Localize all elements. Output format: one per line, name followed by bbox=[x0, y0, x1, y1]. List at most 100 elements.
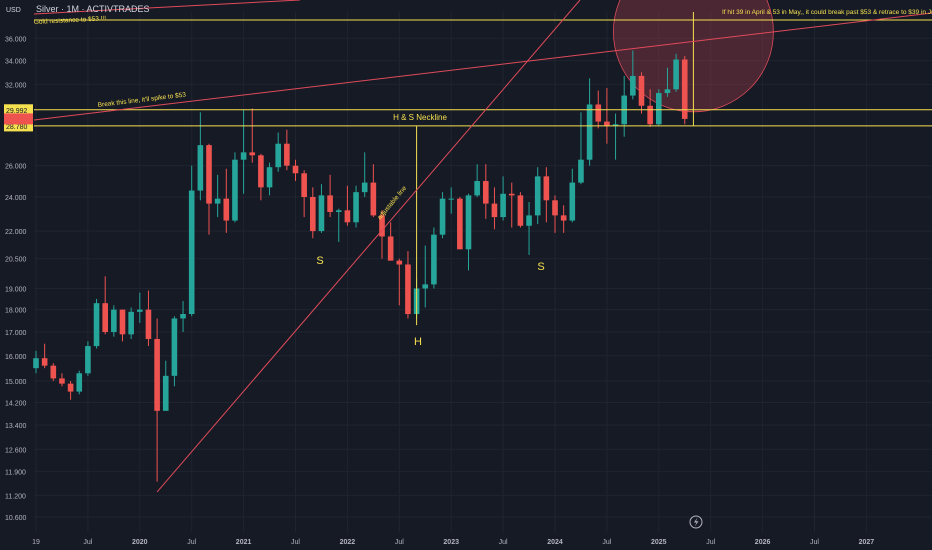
y-tick-label: 34.000 bbox=[5, 59, 27, 66]
candle-body bbox=[465, 195, 472, 250]
candle-body bbox=[33, 358, 39, 369]
candle-body bbox=[180, 314, 186, 319]
break-line-label: Break this line, it'll spike to $53 bbox=[97, 91, 186, 108]
y-tick-label: 36.000 bbox=[5, 36, 27, 43]
y-tick-label: 26.000 bbox=[5, 164, 27, 171]
candle-body bbox=[422, 284, 429, 289]
gold-resistance-label: Gold resistance to $53 !!! bbox=[34, 15, 107, 26]
y-tick-label: 16.000 bbox=[5, 354, 27, 361]
flash-icon[interactable] bbox=[689, 515, 703, 529]
x-tick-label: Jul bbox=[602, 539, 611, 546]
candle-body bbox=[145, 309, 152, 339]
candle-body bbox=[266, 167, 273, 188]
candle-body bbox=[448, 198, 454, 200]
y-tick-label: 22.000 bbox=[5, 229, 27, 236]
candle-body bbox=[491, 203, 498, 218]
candle-body bbox=[630, 75, 636, 96]
candle-body bbox=[258, 155, 264, 188]
candle-body bbox=[379, 215, 385, 237]
drawings-front: Gold resistance to $53 !!! Break this lin… bbox=[33, 0, 932, 493]
candle-body bbox=[604, 121, 610, 126]
candle-body bbox=[361, 182, 368, 193]
candle-body bbox=[85, 346, 91, 374]
candle-body bbox=[162, 375, 169, 411]
candle-body bbox=[137, 309, 143, 312]
candle-body bbox=[638, 75, 645, 106]
last-price-box bbox=[4, 113, 33, 125]
price-label-text: 28.780 bbox=[6, 124, 28, 131]
candle-body bbox=[292, 165, 299, 174]
y-tick-label: 19.000 bbox=[5, 286, 27, 293]
breakout-trendline bbox=[33, 12, 932, 121]
candles bbox=[33, 50, 688, 482]
price-label-box bbox=[4, 120, 33, 132]
candle-body bbox=[344, 210, 351, 223]
candle-body bbox=[586, 104, 593, 160]
x-tick-label: 2027 bbox=[859, 539, 875, 546]
candle-body bbox=[59, 378, 65, 384]
x-tick-label: Jul bbox=[499, 539, 508, 546]
y-tick-label: 32.000 bbox=[5, 82, 27, 89]
candle-body bbox=[405, 264, 411, 315]
pattern-right-shoulder: S bbox=[537, 261, 544, 273]
candle-body bbox=[223, 198, 230, 221]
x-tick-label: 2026 bbox=[755, 539, 771, 546]
candle-body bbox=[560, 215, 567, 221]
candle-body bbox=[517, 195, 524, 226]
candle-body bbox=[275, 143, 281, 168]
candle-body bbox=[353, 192, 359, 223]
candle-body bbox=[569, 182, 576, 221]
candle-body bbox=[647, 105, 653, 125]
candle-body bbox=[128, 311, 134, 335]
candle-body bbox=[41, 358, 48, 366]
candle-body bbox=[154, 338, 160, 411]
flash-icon-ring bbox=[689, 515, 703, 529]
candle-body bbox=[474, 181, 480, 196]
x-tick-label: Jul bbox=[291, 539, 300, 546]
y-tick-label: 11.900 bbox=[5, 470, 26, 477]
y-tick-label: 17.000 bbox=[5, 330, 27, 337]
candle-body bbox=[526, 215, 532, 226]
y-tick-label: 13.400 bbox=[5, 423, 27, 430]
price-label-text: 29.992 bbox=[6, 108, 28, 115]
y-tick-label: 12.600 bbox=[5, 447, 27, 454]
candle-body bbox=[552, 200, 558, 216]
candle-body bbox=[318, 195, 325, 232]
x-tick-label: Jul bbox=[187, 539, 196, 546]
price-axis: 10.600 11.200 11.900 12.600 13.400 14.200 15.0… bbox=[4, 36, 33, 522]
price-label-box bbox=[4, 104, 33, 116]
candle-body bbox=[673, 59, 679, 90]
candle-body bbox=[249, 152, 256, 156]
x-tick-label: 2025 bbox=[651, 539, 667, 546]
candle-body bbox=[370, 182, 377, 216]
candle-body bbox=[387, 236, 394, 261]
y-tick-label: 11.200 bbox=[5, 493, 26, 500]
x-tick-label: Jul bbox=[83, 539, 92, 546]
candle-body bbox=[439, 198, 446, 235]
x-tick-label: 2023 bbox=[443, 539, 459, 546]
y-tick-label: 18.000 bbox=[5, 308, 27, 315]
candle-body bbox=[396, 260, 403, 265]
x-tick-label: 2021 bbox=[236, 539, 252, 546]
candle-body bbox=[93, 303, 100, 347]
upper-trendline bbox=[33, 0, 301, 15]
x-tick-label: Jul bbox=[395, 539, 404, 546]
grid bbox=[34, 12, 932, 532]
y-tick-label: 14.200 bbox=[5, 400, 27, 407]
time-axis: 19 Jul 2020 Jul 2021 Jul 2022 Jul 2023 Jul 2024 Jul… bbox=[32, 539, 874, 546]
candle-body bbox=[206, 145, 212, 204]
y-tick-label: 15.000 bbox=[5, 379, 27, 386]
candle-body bbox=[214, 198, 221, 204]
candle-body bbox=[310, 197, 316, 232]
candle-body bbox=[656, 93, 662, 125]
symbol-title[interactable]: Silver · 1M · ACTIVTRADES bbox=[36, 4, 150, 14]
candle-body bbox=[335, 210, 342, 212]
neckline-label: H & S Neckline bbox=[393, 113, 447, 122]
x-tick-label: Jul bbox=[810, 539, 819, 546]
candle-body bbox=[595, 104, 602, 122]
adjustable-trendline bbox=[156, 0, 581, 493]
candle-body bbox=[431, 234, 437, 285]
candle-body bbox=[508, 193, 515, 196]
y-tick-label: 20.500 bbox=[5, 257, 27, 264]
